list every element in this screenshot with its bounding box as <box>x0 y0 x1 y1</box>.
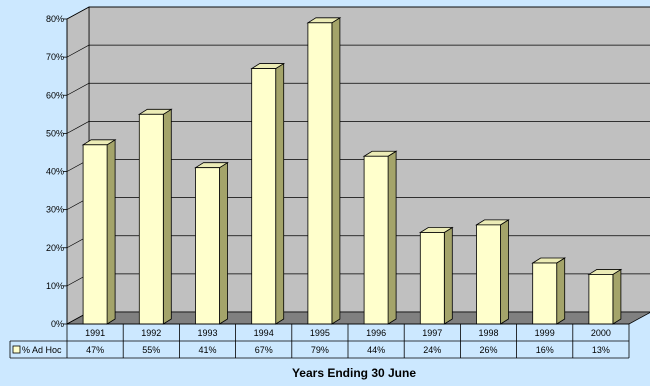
gridline <box>66 121 650 134</box>
bar-front <box>588 274 614 325</box>
y-tick-label: 0% <box>51 319 64 329</box>
x-tick-label: 1999 <box>535 328 555 338</box>
bar-front <box>307 22 333 325</box>
x-tick-label: 1992 <box>141 328 161 338</box>
data-label: 41% <box>198 345 216 355</box>
bar <box>194 161 229 325</box>
gridline <box>66 82 650 96</box>
gridline <box>66 44 650 58</box>
legend-key <box>12 345 21 354</box>
y-tick-label: 60% <box>46 90 64 100</box>
bar-front <box>82 144 108 325</box>
bar <box>250 62 286 325</box>
gridline <box>66 6 650 20</box>
y-tick-label: 30% <box>46 205 64 215</box>
x-tick-label: 1994 <box>254 328 274 338</box>
bar-front <box>532 262 558 325</box>
bar-side <box>275 62 285 325</box>
bars <box>81 17 623 325</box>
y-tick-label: 10% <box>46 281 64 291</box>
y-tick-label: 20% <box>46 243 64 253</box>
bar-front <box>419 232 445 325</box>
y-tick-label: 50% <box>46 128 64 138</box>
data-label: 47% <box>86 345 104 355</box>
data-label: 79% <box>311 345 329 355</box>
bar-side <box>162 108 172 325</box>
y-tick-label: 40% <box>46 167 64 177</box>
data-label: 44% <box>367 345 385 355</box>
bar-side <box>556 257 566 325</box>
bar-front <box>251 68 277 325</box>
x-tick-label: 1995 <box>310 328 330 338</box>
data-label: 26% <box>479 345 497 355</box>
bar-front <box>363 155 389 325</box>
bar <box>418 226 454 325</box>
y-tick-label: 80% <box>46 14 64 24</box>
bar <box>81 139 117 325</box>
y-tick-label: 70% <box>46 52 64 62</box>
bar-front <box>138 113 164 325</box>
bar-front <box>195 167 220 325</box>
y-axis: 0% 10% 20% 30% 40% 50% 60% 70% 80% <box>46 14 68 329</box>
bar <box>587 268 623 325</box>
x-axis-title: Years Ending 30 June <box>292 366 416 380</box>
bar <box>306 17 342 325</box>
bar-side <box>500 219 509 325</box>
bar-side <box>106 139 116 325</box>
bar-side <box>331 17 341 325</box>
x-tick-label: 1998 <box>478 328 498 338</box>
x-tick-label: 1991 <box>85 328 105 338</box>
data-label: 55% <box>142 345 160 355</box>
bar <box>475 219 510 325</box>
bar <box>137 108 173 325</box>
bar-front <box>476 224 501 325</box>
x-tick-label: 1996 <box>366 328 386 338</box>
data-label: 13% <box>592 345 610 355</box>
x-tick-label: 2000 <box>591 328 611 338</box>
data-table: % Ad Hoc 1991 47% 1992 55% 1993 41% 1994 67% 1995… <box>9 323 630 359</box>
data-label: 24% <box>423 345 441 355</box>
bar-side <box>612 268 622 325</box>
series-name: % Ad Hoc <box>22 345 62 355</box>
data-label: 16% <box>536 345 554 355</box>
bar <box>362 150 398 325</box>
x-tick-label: 1997 <box>422 328 442 338</box>
bar-side <box>387 150 397 325</box>
bar-side <box>443 226 453 325</box>
bar-side <box>219 161 228 325</box>
x-tick-label: 1993 <box>197 328 217 338</box>
bar <box>531 257 567 325</box>
data-label: 67% <box>255 345 273 355</box>
